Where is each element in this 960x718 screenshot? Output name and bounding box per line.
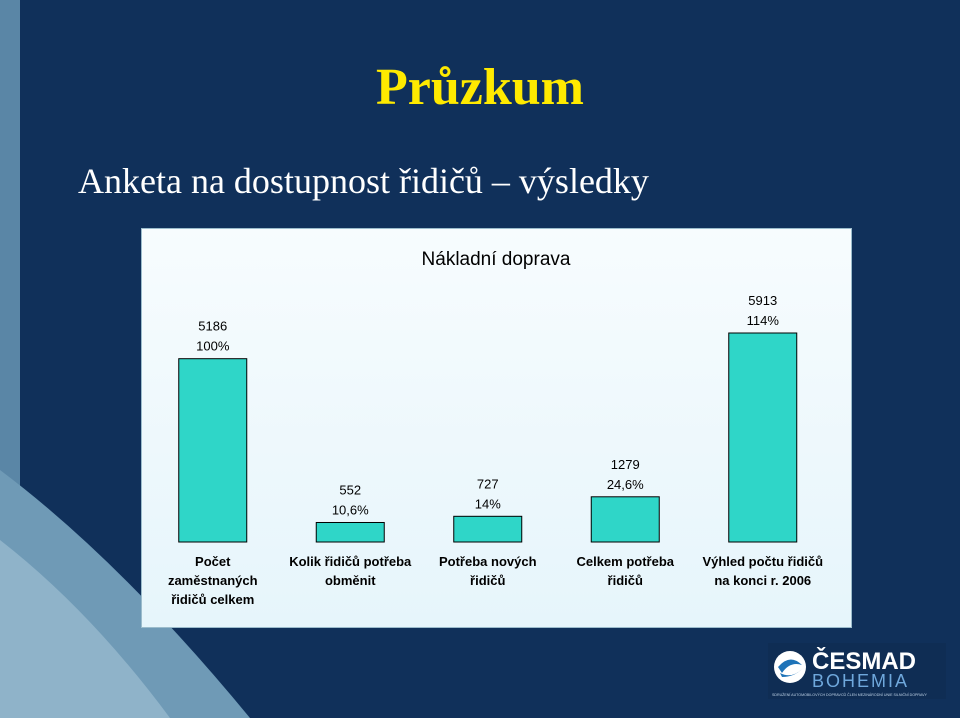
data-label: 1279 [611, 457, 640, 472]
category-label: řidičů [470, 573, 505, 588]
slide-title: Průzkum [376, 59, 584, 116]
category-label: Kolik řidičů potřeba [289, 554, 412, 569]
logo-tagline: SDRUŽENÍ AUTOMOBILOVÝCH DOPRAVCŮ ČLEN ME… [772, 692, 928, 697]
data-label: 10,6% [332, 502, 369, 517]
bar-chart: Nákladní doprava 5186 100% Počet zaměstnaný… [168, 249, 823, 607]
bar [178, 358, 248, 543]
category-label: Výhled počtu řidičů [702, 554, 823, 569]
category-label: Potřeba nových [439, 554, 537, 569]
category-label: řidičů celkem [171, 592, 254, 607]
category-label: řidičů [608, 573, 643, 588]
logo-name: ČESMAD [812, 647, 916, 675]
bar [453, 515, 523, 543]
category-label: zaměstnaných [168, 573, 258, 588]
category-label: Celkem potřeba [576, 554, 674, 569]
data-label: 114% [747, 313, 780, 328]
chart-title: Nákladní doprava [422, 249, 571, 270]
data-label: 14% [475, 496, 501, 511]
data-label: 5913 [748, 293, 777, 308]
bar [728, 332, 798, 543]
cesmad-logo: ČESMAD BOHEMIA SDRUŽENÍ AUTOMOBILOVÝCH D… [768, 643, 946, 699]
category-label: na konci r. 2006 [714, 573, 811, 588]
chart-panel: Nákladní doprava 5186 100% Počet zaměstnaný… [141, 228, 852, 628]
data-label: 100% [196, 339, 230, 354]
bar [315, 521, 385, 543]
data-label: 552 [339, 482, 361, 497]
category-label: Počet [195, 554, 231, 569]
bar [590, 496, 660, 543]
data-label: 24,6% [607, 477, 644, 492]
category-label: obměnit [325, 573, 376, 588]
slide-subtitle: Anketa na dostupnost řidičů – výsledky [78, 161, 649, 201]
logo-sub: BOHEMIA [812, 671, 909, 691]
data-label: 5186 [198, 319, 227, 334]
data-label: 727 [477, 476, 499, 491]
